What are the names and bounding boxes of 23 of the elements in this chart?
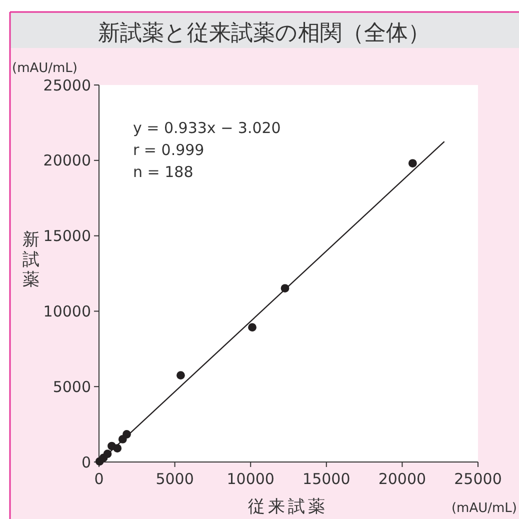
x-tick-label: 25000 [454,470,502,488]
y-tick-label: 5000 [52,378,91,396]
point [248,323,256,332]
x-tick-label: 0 [94,470,104,488]
y-tick-label: 25000 [43,76,91,94]
y-axis-title: 新試薬 [22,230,40,290]
x-tick-label: 20000 [378,470,426,488]
x-tick-label: 10000 [226,470,274,488]
x-tick-label: 15000 [302,470,350,488]
annotation: n = 188 [133,163,194,181]
annotation: y = 0.933x − 3.020 [133,119,281,137]
point [176,371,185,380]
chart-title: 新試薬と従来試薬の相関（全体） [98,21,430,46]
x-tick-label: 5000 [156,470,194,488]
y-tick-label: 0 [81,453,91,472]
y-tick-label: 10000 [43,302,91,320]
text: (mAU/mL) [12,61,78,76]
annotation: r = 0.999 [133,141,204,159]
point [408,159,417,168]
x-axis-title: 従来試薬 [248,497,328,517]
text: (mAU/mL) [451,501,517,516]
y-tick-label: 20000 [43,152,91,170]
y-tick-label: 15000 [43,227,91,246]
